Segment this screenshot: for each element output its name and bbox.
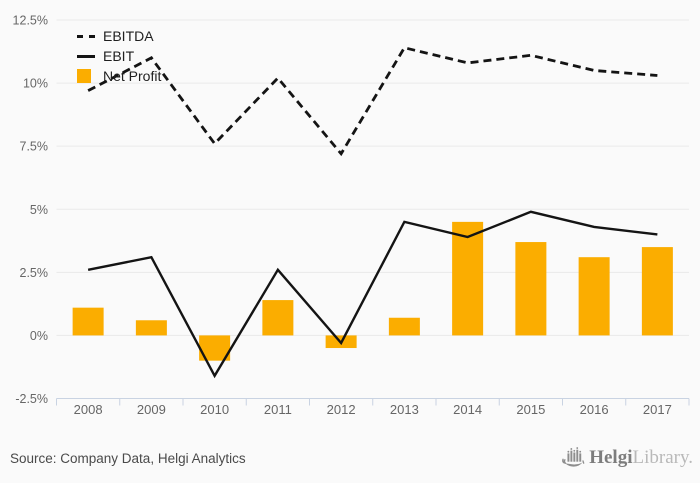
y-tick-label: 12.5% [13, 14, 48, 28]
x-tick-label: 2017 [643, 402, 672, 417]
combo-chart: 12.5% 10% 7.5% 5% 2.5% 0% -2.5% 2008 2009 2010 201… [13, 14, 690, 417]
source-note: Source: Company Data, Helgi Analytics [10, 451, 246, 466]
dashed-line-swatch-icon [77, 34, 95, 38]
x-tick-label: 2015 [516, 402, 545, 417]
bar-net-profit-2013 [388, 317, 420, 336]
y-tick-label: 7.5% [20, 140, 49, 154]
x-tick-label: 2011 [264, 402, 292, 417]
legend-item-net-profit: Net Profit [77, 66, 161, 86]
logo-text-light: Library. [632, 447, 694, 468]
square-swatch-icon [77, 69, 91, 83]
bar-net-profit-2016 [578, 257, 610, 336]
x-tick-label: 2010 [200, 402, 229, 417]
bar-net-profit-2009 [135, 320, 167, 336]
y-tick-label: 5% [30, 203, 48, 217]
x-tick-label: 2008 [74, 402, 103, 417]
legend-item-ebitda: EBITDA [77, 26, 161, 46]
y-tick-label: -2.5% [15, 392, 48, 406]
bar-net-profit-2008 [72, 307, 104, 336]
brand-logo: Helgi Library. [561, 443, 693, 473]
bar-net-profit-2014 [452, 221, 484, 336]
legend-swatch [77, 54, 95, 58]
legend-item-ebit: EBIT [77, 46, 161, 66]
legend-label: EBITDA [103, 28, 154, 44]
x-tick-label: 2014 [453, 402, 482, 417]
line-ebit [87, 210, 658, 379]
line-ebitda [87, 46, 658, 157]
y-tick-label: 10% [23, 77, 48, 91]
x-tick-label: 2009 [137, 402, 166, 417]
legend-label: EBIT [103, 48, 135, 64]
x-tick-label: 2012 [327, 402, 356, 417]
helgi-ship-bars-logo-icon [562, 447, 585, 467]
bar-net-profit-2015 [515, 242, 547, 336]
solid-line-swatch-icon [77, 54, 95, 58]
x-tick-label: 2016 [580, 402, 609, 417]
y-tick-label: 2.5% [20, 266, 49, 280]
bar-net-profit-2011 [262, 300, 294, 336]
y-tick-label: 0% [30, 329, 48, 343]
bar-net-profit-2017 [641, 247, 673, 336]
logo-text-bold: Helgi [589, 447, 633, 468]
legend-swatch [77, 34, 95, 38]
legend-swatch [77, 69, 95, 83]
legend: EBITDA EBIT Net Profit [77, 26, 161, 86]
x-tick-label: 2013 [390, 402, 419, 417]
legend-label: Net Profit [103, 68, 162, 84]
